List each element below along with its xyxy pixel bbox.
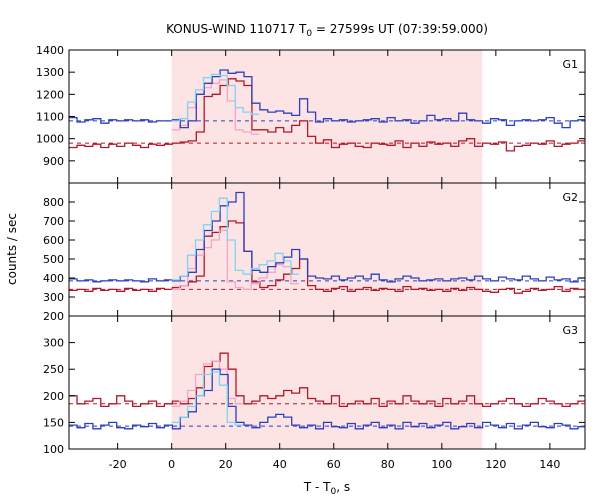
y-tick-label: 1100 <box>36 111 64 124</box>
y-tick-label: 300 <box>43 337 64 350</box>
y-tick-label: 1200 <box>36 88 64 101</box>
panel-name-label: G3 <box>562 324 578 337</box>
series-blue-line <box>69 191 585 283</box>
y-tick-label: 1300 <box>36 66 64 79</box>
panel-name-label: G2 <box>562 191 578 204</box>
series-cyan-line <box>171 197 299 281</box>
series-cyan-line <box>171 73 260 122</box>
x-tick-label: 120 <box>485 458 506 471</box>
panel-frame <box>68 315 586 450</box>
panel-g3: 100 150 200 250 300 G3 <box>43 315 586 456</box>
highlight-interval <box>171 316 483 449</box>
panel-g1: 900 1000 1100 1200 1300 1400 G1 <box>36 44 586 184</box>
y-tick-label: 150 <box>43 416 64 429</box>
y-tick-label: 200 <box>43 310 64 323</box>
highlight-interval <box>171 183 483 316</box>
series-red-line <box>69 78 585 152</box>
chart-title-main: KONUS-WIND 110717 T <box>166 22 307 36</box>
series-blue-line <box>69 69 585 129</box>
y-tick-label: 600 <box>43 234 64 247</box>
y-tick-label: 100 <box>43 443 64 456</box>
y-tick-label: 700 <box>43 215 64 228</box>
x-tick-label: 140 <box>539 458 560 471</box>
y-tick-label: 400 <box>43 272 64 285</box>
x-tick-label: 20 <box>219 458 233 471</box>
y-tick-label: 500 <box>43 253 64 266</box>
x-tick-label: 40 <box>273 458 287 471</box>
y-tick-label: 900 <box>43 155 64 168</box>
panel-name-label: G1 <box>562 58 578 71</box>
chart-title-rest: = 27599s UT (07:39:59.000) <box>312 22 488 36</box>
panel-g2: 200 300 400 500 600 700 800 G2 <box>43 182 586 323</box>
y-tick-label: 250 <box>43 363 64 376</box>
y-tick-label: 300 <box>43 291 64 304</box>
x-axis-label-main: T - T <box>303 480 331 494</box>
series-cyan-line <box>171 371 244 426</box>
x-tick-label: 80 <box>381 458 395 471</box>
x-axis-label-subscript: 0 <box>331 487 337 497</box>
y-axis-label: counts / sec <box>5 213 19 285</box>
highlight-interval <box>171 50 483 183</box>
x-axis-label-rest: , s <box>336 480 350 494</box>
x-axis-label: T - T0, s <box>303 480 350 497</box>
y-tick-label: 800 <box>43 196 64 209</box>
series-red-line <box>69 220 585 294</box>
series-blue-line <box>69 368 585 430</box>
x-tick-label: 100 <box>431 458 452 471</box>
y-tick-label: 1400 <box>36 44 64 57</box>
y-tick-label: 1000 <box>36 133 64 146</box>
chart-title: KONUS-WIND 110717 T0 = 27599s UT (07:39:… <box>166 22 488 39</box>
y-tick-label: 200 <box>43 390 64 403</box>
x-tick-label: 60 <box>327 458 341 471</box>
x-tick-label: 0 <box>168 458 175 471</box>
chart-title-subscript: 0 <box>306 29 312 39</box>
x-tick-label: -20 <box>109 458 127 471</box>
series-red-line <box>69 352 585 408</box>
panels-group: 90010001100120013001400G1200300400500600… <box>36 44 586 471</box>
